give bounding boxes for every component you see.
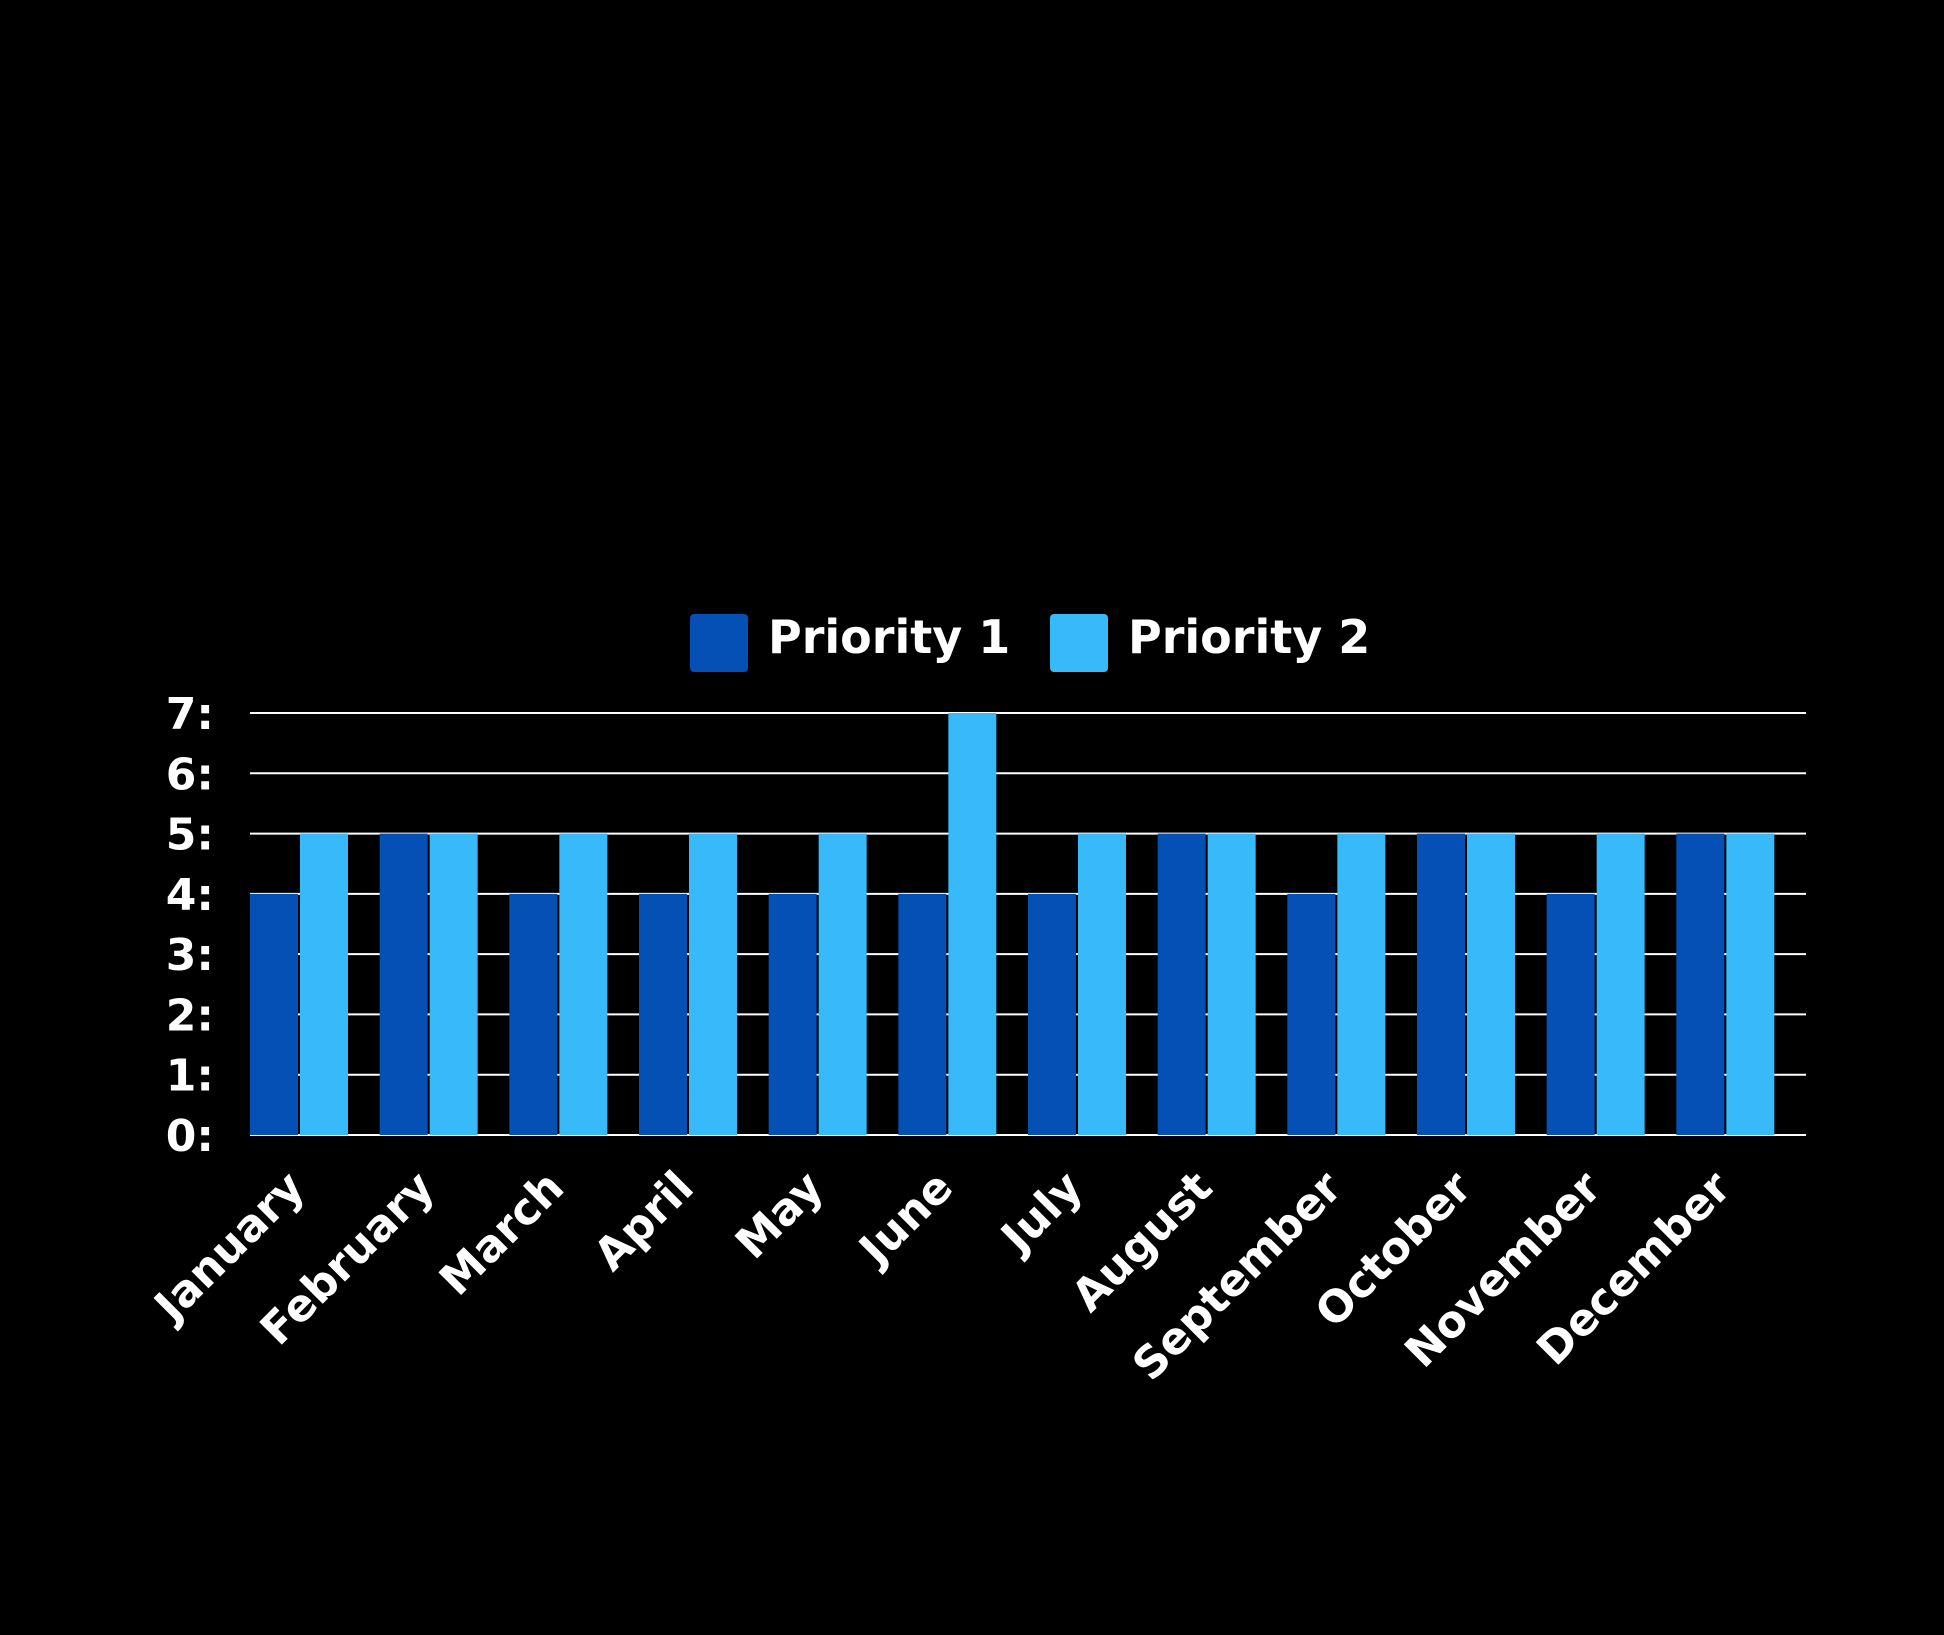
bar-priority-2-september	[1337, 833, 1386, 1135]
legend-swatch-priority-2	[1050, 614, 1108, 672]
y-tick-label: 4:	[166, 870, 214, 921]
legend: Priority 1 Priority 2	[690, 610, 1370, 672]
bar-priority-1-october	[1417, 833, 1465, 1135]
bar-priority-2-june	[948, 713, 997, 1135]
legend-swatch-priority-1	[690, 614, 748, 672]
x-tick-label-june: June	[848, 1162, 963, 1277]
bar-priority-1-june	[898, 893, 947, 1135]
bar-priority-2-march	[559, 833, 608, 1135]
bar-priority-2-january	[300, 833, 348, 1135]
bar-priority-1-january	[250, 893, 298, 1135]
x-tick-label-march: March	[430, 1162, 574, 1306]
legend-label-priority-2: Priority 2	[1128, 610, 1370, 664]
bar-priority-2-november	[1596, 833, 1645, 1135]
x-tick-label-july: July	[990, 1162, 1093, 1265]
bar-priority-1-july	[1028, 893, 1076, 1135]
bar-priority-1-november	[1546, 893, 1595, 1135]
bar-priority-2-december	[1726, 833, 1775, 1135]
bar-priority-2-october	[1467, 833, 1515, 1135]
bars	[250, 713, 1775, 1135]
bar-priority-1-february	[379, 833, 428, 1135]
y-tick-label: 5:	[166, 810, 214, 861]
bar-priority-2-august	[1207, 833, 1256, 1135]
y-axis-tick-labels: 0: 1: 2: 3: 4: 5: 6: 7:	[166, 689, 214, 1162]
bar-priority-2-february	[429, 833, 478, 1135]
y-tick-label: 0:	[166, 1111, 214, 1162]
y-tick-label: 2:	[166, 990, 214, 1041]
bar-priority-1-august	[1157, 833, 1206, 1135]
bar-priority-1-december	[1676, 833, 1725, 1135]
y-tick-label: 1:	[166, 1051, 214, 1102]
bar-priority-2-april	[689, 833, 737, 1135]
bar-priority-1-march	[509, 893, 558, 1135]
bar-priority-1-september	[1287, 893, 1336, 1135]
y-tick-label: 6:	[166, 749, 214, 800]
bar-priority-1-may	[768, 893, 817, 1135]
bar-priority-2-may	[818, 833, 867, 1135]
bar-priority-2-july	[1078, 833, 1126, 1135]
bar-priority-1-april	[639, 893, 687, 1135]
legend-label-priority-1: Priority 1	[768, 610, 1010, 664]
x-tick-label-may: May	[726, 1162, 833, 1269]
y-tick-label: 7:	[166, 689, 214, 740]
y-tick-label: 3:	[166, 930, 214, 981]
x-tick-label-april: April	[585, 1162, 704, 1281]
